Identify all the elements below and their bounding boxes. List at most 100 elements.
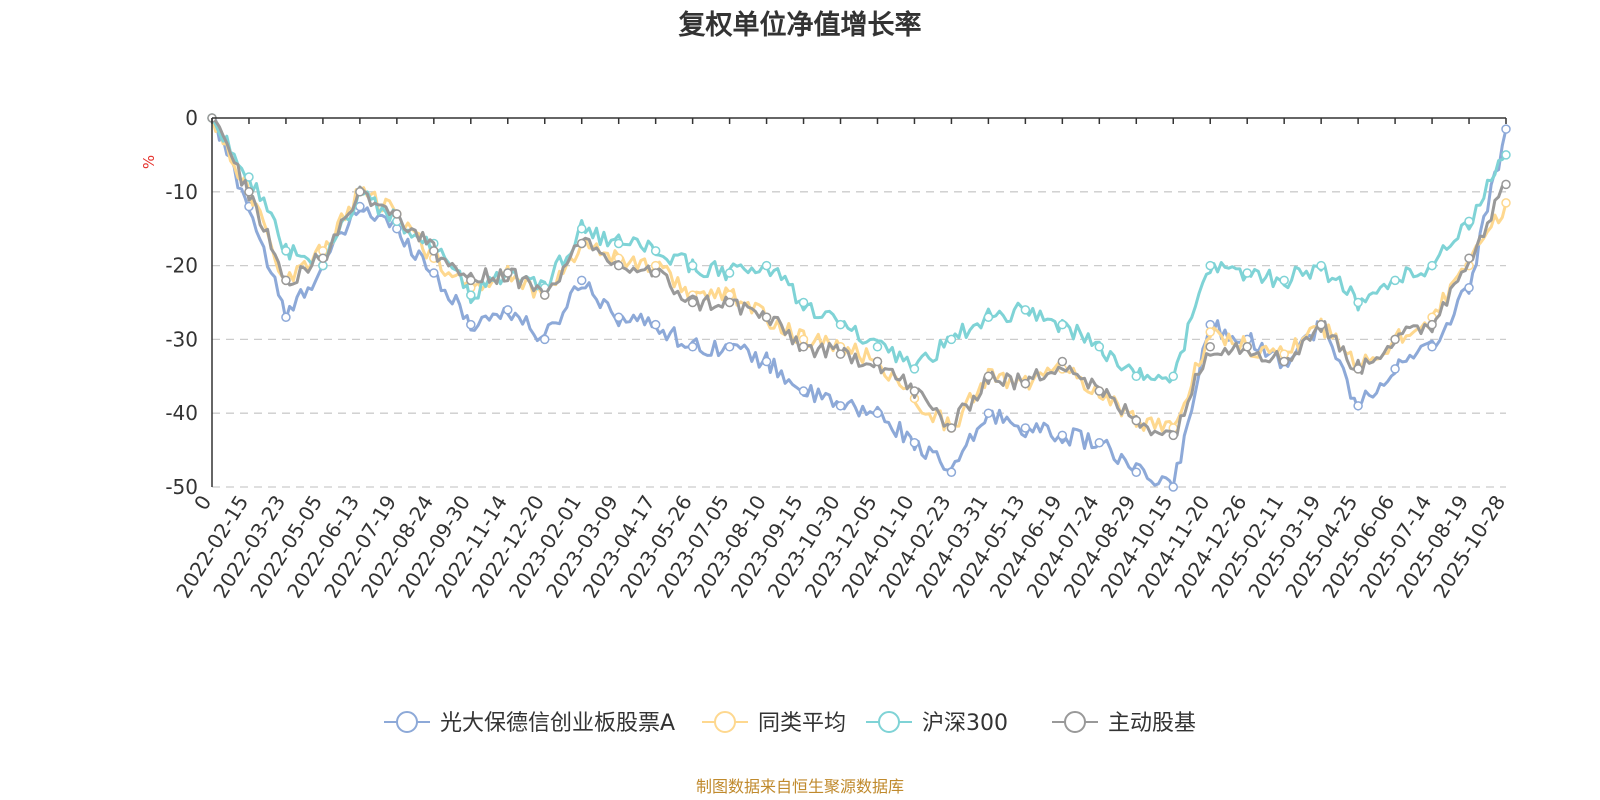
data-point-marker — [1427, 342, 1437, 352]
legend-circle-icon — [396, 711, 418, 733]
data-point-marker — [503, 268, 513, 278]
legend-item-0[interactable]: 光大保德信创业板股票A — [384, 711, 675, 736]
series-line-0 — [210, 116, 1508, 489]
data-point-marker — [909, 364, 920, 374]
data-point-marker — [613, 312, 624, 323]
legend-label: 同类平均 — [758, 711, 846, 736]
data-point-marker — [1168, 482, 1179, 492]
data-point-marker — [761, 356, 772, 367]
y-tick-label: -10 — [165, 180, 198, 204]
legend-circle-icon — [1064, 711, 1086, 733]
data-point-marker — [724, 297, 735, 308]
data-point-marker — [687, 260, 698, 271]
data-point-marker — [613, 238, 624, 249]
data-point-marker — [946, 423, 957, 433]
y-tick-label: -50 — [165, 475, 198, 499]
data-point-marker — [1094, 386, 1105, 396]
data-point-marker — [761, 312, 772, 323]
data-point-marker — [761, 260, 772, 271]
data-point-marker — [1020, 378, 1031, 389]
data-point-marker — [1205, 342, 1215, 352]
data-point-marker — [1464, 253, 1474, 263]
data-point-marker — [835, 401, 846, 411]
data-point-marker — [909, 386, 920, 396]
axes: 0-10-20-30-40-5002022-02-152022-03-23202… — [165, 106, 1510, 602]
data-point-marker — [1020, 423, 1031, 433]
data-point-marker — [539, 334, 550, 345]
data-point-marker — [576, 223, 587, 234]
data-point-marker — [1020, 305, 1031, 315]
data-point-marker — [539, 290, 550, 300]
data-point-marker — [244, 187, 254, 197]
data-point-marker — [650, 268, 661, 278]
data-point-marker — [355, 187, 365, 197]
data-point-marker — [1205, 327, 1215, 337]
data-point-marker — [724, 268, 735, 278]
data-point-marker — [650, 246, 661, 256]
data-point-marker — [872, 408, 883, 418]
data-point-marker — [946, 334, 957, 345]
legend-label: 光大保德信创业板股票A — [440, 711, 675, 736]
data-point-marker — [1131, 415, 1142, 426]
legend-circle-icon — [714, 711, 736, 733]
data-point-marker — [1057, 319, 1068, 330]
data-point-marker — [1168, 430, 1179, 441]
legend-item-1[interactable]: 同类平均 — [702, 711, 846, 736]
data-point-marker — [798, 386, 809, 396]
data-point-marker — [1316, 260, 1326, 271]
data-point-marker — [835, 349, 846, 359]
y-axis-unit: % — [140, 155, 158, 169]
data-point-marker — [1427, 319, 1437, 330]
data-point-marker — [1501, 150, 1511, 160]
data-point-marker — [466, 275, 476, 286]
data-source-note: 制图数据来自恒生聚源数据库 — [696, 777, 904, 796]
legend-item-3[interactable]: 主动股基 — [1052, 711, 1196, 736]
legend-label: 主动股基 — [1108, 711, 1196, 736]
data-point-marker — [1242, 342, 1252, 352]
data-point-marker — [1205, 260, 1215, 271]
data-point-marker — [1242, 268, 1252, 278]
series-lines — [207, 113, 1511, 492]
data-point-marker — [1168, 371, 1179, 382]
data-point-marker — [909, 437, 920, 448]
data-point-marker — [1057, 430, 1068, 441]
data-point-marker — [1464, 216, 1474, 227]
data-point-marker — [798, 342, 809, 352]
data-point-marker — [1279, 275, 1289, 286]
data-point-marker — [1390, 334, 1400, 345]
data-point-marker — [1094, 437, 1105, 448]
data-point-marker — [281, 312, 291, 323]
data-point-marker — [1501, 179, 1511, 190]
data-point-marker — [872, 356, 883, 367]
data-point-marker — [1501, 124, 1511, 134]
data-point-marker — [466, 290, 476, 300]
data-point-marker — [1057, 356, 1068, 367]
data-point-marker — [613, 260, 624, 271]
legend[interactable]: 光大保德信创业板股票A 同类平均 沪深300 主动股基 — [384, 711, 1196, 736]
data-point-marker — [1501, 198, 1511, 208]
data-point-marker — [1353, 297, 1363, 308]
data-point-marker — [1390, 275, 1400, 286]
data-point-marker — [1353, 401, 1363, 411]
data-point-marker — [946, 467, 957, 477]
data-point-marker — [983, 408, 994, 418]
data-point-marker — [503, 305, 513, 315]
data-point-marker — [1316, 319, 1326, 330]
y-tick-label: 0 — [185, 106, 198, 130]
data-point-marker — [724, 342, 735, 352]
legend-label: 沪深300 — [922, 711, 1008, 736]
x-tick-label: 0 — [189, 491, 216, 515]
data-point-marker — [1094, 342, 1105, 352]
legend-item-2[interactable]: 沪深300 — [866, 711, 1008, 736]
series-line-1 — [210, 116, 1508, 433]
y-tick-label: -40 — [165, 401, 198, 425]
data-point-marker — [281, 246, 291, 256]
data-point-marker — [1464, 282, 1474, 293]
data-point-marker — [576, 238, 587, 249]
data-point-marker — [318, 253, 328, 263]
data-point-marker — [466, 319, 476, 330]
data-point-marker — [244, 172, 254, 182]
data-point-marker — [687, 342, 698, 352]
data-point-marker — [576, 275, 587, 286]
